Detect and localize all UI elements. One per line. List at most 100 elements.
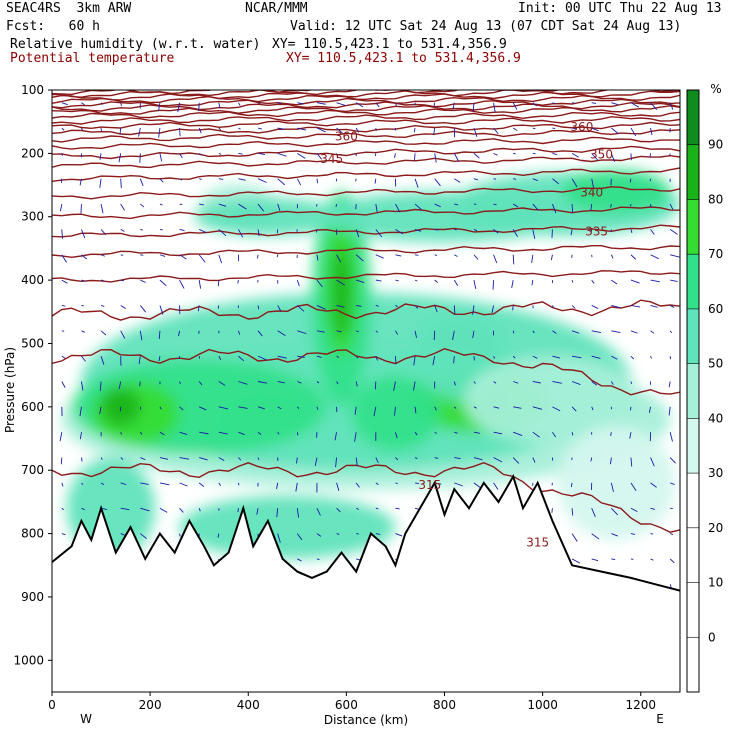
wind-arrow <box>550 254 553 261</box>
colorbar-swatch <box>687 144 699 200</box>
wind-arrow <box>61 330 65 332</box>
wind-arrow <box>316 381 320 384</box>
wind-arrow <box>120 229 125 232</box>
wind-arrow <box>375 507 379 510</box>
wind-arrow <box>218 254 223 264</box>
wind-arrow <box>552 406 561 412</box>
wind-arrow <box>472 102 475 112</box>
wind-arrow <box>669 558 675 564</box>
wind-arrow <box>493 381 497 384</box>
wind-arrow <box>493 127 499 135</box>
wind-arrow <box>473 178 479 181</box>
wind-arrow <box>413 127 416 133</box>
wind-arrow <box>571 533 578 542</box>
wind-arrow <box>140 533 147 539</box>
wind-arrow <box>100 356 105 365</box>
wind-arrow <box>375 482 379 486</box>
wind-arrow <box>218 482 221 487</box>
y-tick-label: 600 <box>21 400 44 414</box>
wind-arrow <box>356 305 362 307</box>
wind-arrow <box>493 152 498 156</box>
wind-arrow <box>473 280 477 289</box>
wind-arrow <box>316 127 326 133</box>
wind-arrow <box>414 406 417 414</box>
wind-arrow <box>277 152 287 157</box>
wind-arrow <box>650 254 659 260</box>
wind-arrow <box>355 507 360 510</box>
wind-arrow <box>532 355 538 359</box>
wind-arrow <box>120 482 127 486</box>
wind-arrow <box>336 127 343 134</box>
wind-arrow <box>81 279 86 282</box>
x-tick-label: 1000 <box>527 698 558 712</box>
wind-arrow <box>512 355 516 359</box>
wind-arrow <box>61 279 68 284</box>
theta-labels: 360 360 345 350 340 335 315 315 <box>320 120 613 549</box>
wind-arrow <box>571 355 582 359</box>
humidity-blob <box>562 169 671 214</box>
wind-arrow <box>590 457 593 462</box>
wind-arrow <box>80 381 84 391</box>
colorbar-label: 40 <box>708 411 723 425</box>
wind-arrow <box>238 330 241 335</box>
wind-arrow <box>453 356 455 364</box>
y-tick-label: 700 <box>21 463 44 477</box>
colorbar-swatch <box>687 254 699 309</box>
wind-arrow <box>198 127 202 134</box>
wind-arrow <box>668 406 671 416</box>
wind-arrow <box>257 203 265 212</box>
wind-arrow <box>493 102 496 113</box>
wind-arrow <box>81 482 84 486</box>
wind-arrow <box>395 507 400 510</box>
wind-arrow <box>297 305 305 312</box>
wind-arrow <box>81 507 85 511</box>
wind-arrow <box>512 127 518 131</box>
init-label: Init: 00 UTC Thu 22 Aug 13 <box>518 1 722 16</box>
wind-arrow <box>650 330 655 334</box>
wind-arrow <box>355 178 357 182</box>
wind-arrow <box>453 279 459 286</box>
wind-arrow <box>140 203 145 208</box>
wind-arrow <box>256 508 259 515</box>
wind-arrow <box>414 305 419 309</box>
wind-arrow <box>81 102 85 106</box>
wind-arrow <box>277 533 281 543</box>
wind-arrow <box>61 482 64 487</box>
wind-arrow <box>316 558 320 560</box>
wind-arrow <box>80 457 83 462</box>
wind-arrow <box>139 431 143 435</box>
wind-arrow <box>473 431 480 434</box>
wind-arrow <box>668 381 671 388</box>
wind-arrow <box>630 330 638 334</box>
wind-arrow <box>277 431 280 435</box>
x-tick-label: 200 <box>139 698 162 712</box>
wind-arrow <box>610 432 612 436</box>
wind-arrow <box>179 482 188 487</box>
wind-arrow <box>179 406 184 411</box>
wind-arrow <box>630 102 640 108</box>
wind-arrow <box>669 229 678 235</box>
theta-contour <box>52 121 680 136</box>
wind-arrow <box>630 558 634 560</box>
wind-arrow <box>512 330 515 334</box>
wind-arrow <box>297 330 307 335</box>
wind-arrow <box>100 102 103 105</box>
wind-arrow <box>119 127 122 135</box>
wind-arrow <box>629 432 632 439</box>
theta-contour <box>52 145 680 160</box>
wind-arrow <box>100 254 105 257</box>
wind-arrow <box>99 153 102 160</box>
wind-arrow <box>276 482 279 490</box>
wind-arrow <box>61 305 66 307</box>
wind-arrow <box>355 254 364 262</box>
wind-arrow <box>257 355 267 361</box>
wind-arrow <box>511 280 514 289</box>
wind-arrow <box>414 153 416 161</box>
wind-arrow <box>395 482 398 485</box>
wind-arrow <box>473 127 478 138</box>
theta-contour-label: 360 <box>570 120 593 134</box>
theta-contour-label: 345 <box>320 152 343 166</box>
wind-arrow <box>140 507 150 512</box>
wind-arrow <box>669 330 672 334</box>
